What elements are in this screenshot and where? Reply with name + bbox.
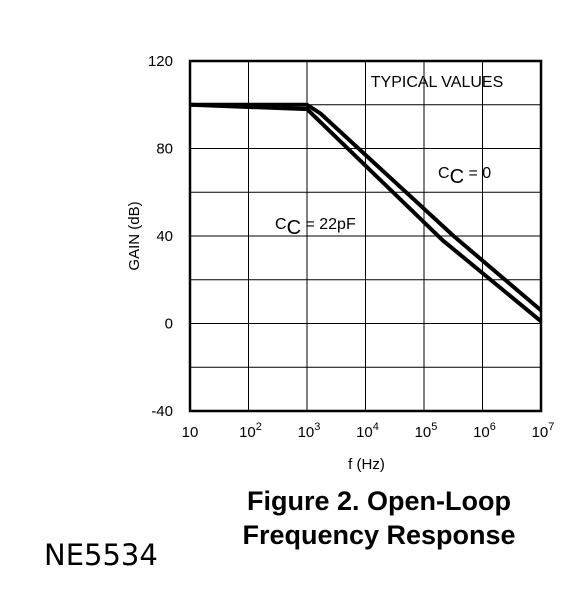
series-label-subscript: C <box>450 166 464 188</box>
part-number: NE5534 <box>44 538 158 572</box>
y-tick-labels: -40 0 40 80 120 <box>148 53 173 420</box>
y-tick-label: 0 <box>165 316 173 333</box>
y-tick-label: 40 <box>156 228 173 245</box>
series-line-2 <box>189 102 543 323</box>
x-tick-labels: 10 102 103 104 105 106 107 <box>182 421 555 441</box>
series-line-1 <box>190 102 543 312</box>
x-tick-base: 10 <box>473 424 490 441</box>
series-label-1: CC = 0 <box>438 165 491 188</box>
x-tick-label: 103 <box>298 421 321 441</box>
x-tick-exponent: 7 <box>548 421 554 433</box>
y-tick-label: 80 <box>156 141 173 158</box>
series-label-main: C <box>275 216 287 233</box>
x-axis-label: f (Hz) <box>348 456 385 473</box>
x-tick-base: 10 <box>356 424 373 441</box>
x-tick-label: 10 <box>182 424 199 441</box>
x-tick-exponent: 2 <box>256 421 262 433</box>
y-tick-label: 120 <box>148 53 173 70</box>
x-tick-label: 105 <box>415 421 438 441</box>
series-label-main: C <box>438 165 450 182</box>
x-tick-base: 10 <box>239 424 256 441</box>
x-tick-exponent: 5 <box>431 421 437 433</box>
x-tick-exponent: 4 <box>373 421 379 433</box>
x-tick-label: 106 <box>473 421 496 441</box>
x-tick-label: 104 <box>356 421 379 441</box>
x-tick-base: 10 <box>415 424 432 441</box>
x-tick-label: 107 <box>532 421 555 441</box>
x-tick-exponent: 3 <box>314 421 320 433</box>
typical-values-annotation: TYPICAL VALUES <box>371 74 504 91</box>
grid-lines <box>189 60 542 412</box>
figure-caption-line2: Frequency Response <box>242 520 516 550</box>
x-tick-label: 102 <box>239 421 262 441</box>
y-axis-label: GAIN (dB) <box>126 201 143 270</box>
x-tick-base: 10 <box>532 424 549 441</box>
x-tick-exponent: 6 <box>490 421 496 433</box>
series-labels: CC = 0CC = 22pF <box>275 165 491 239</box>
series-label-subscript: C <box>287 217 301 239</box>
y-tick-label: -40 <box>151 403 173 420</box>
figure-caption-line1: Figure 2. Open-Loop <box>247 486 511 516</box>
x-tick-base: 10 <box>298 424 315 441</box>
series-label-value: = 0 <box>464 165 491 182</box>
series-label-value: = 22pF <box>301 216 356 233</box>
plot-frame <box>188 59 543 413</box>
x-tick-base: 10 <box>182 424 199 441</box>
series-group <box>189 102 543 323</box>
series-label-2: CC = 22pF <box>275 216 356 239</box>
